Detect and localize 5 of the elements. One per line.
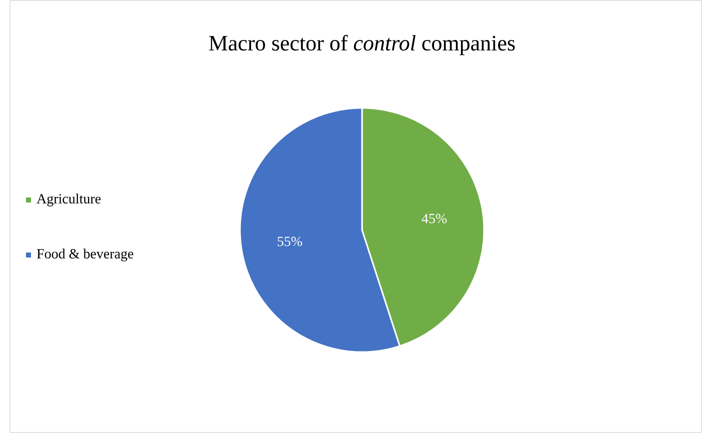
chart-title: Macro sector of control companies — [209, 34, 515, 56]
data-label: 45% — [422, 214, 447, 224]
legend-label: Agriculture — [36, 194, 101, 206]
legend-label: Food & beverage — [36, 248, 134, 262]
data-label: 55% — [278, 236, 302, 246]
